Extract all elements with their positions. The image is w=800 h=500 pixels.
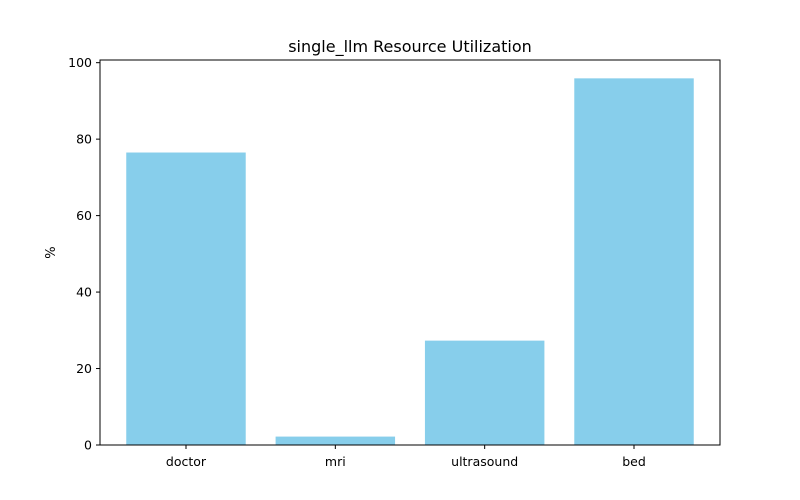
bar-ultrasound [424,340,545,445]
y-tick-label-60: 60 [76,208,92,223]
y-tick-label-40: 40 [76,285,92,300]
bars-group [126,78,694,446]
x-tick-label-bed: bed [622,454,646,469]
y-tick-label-20: 20 [76,361,92,376]
bar-bed [574,78,694,446]
plot-frame [99,59,721,446]
y-tick-label-0: 0 [84,438,92,453]
bar-doctor [126,152,246,445]
bar-mri [275,436,396,445]
x-tick-label-ultrasound: ultrasound [451,454,518,469]
x-tick-label-mri: mri [325,454,346,469]
y-axis: 0 20 40 60 80 100 [68,55,100,453]
y-tick-label-80: 80 [76,132,92,147]
x-axis: doctor mri ultrasound bed [166,445,646,469]
x-tick-label-doctor: doctor [166,454,207,469]
chart-title: single_llm Resource Utilization [288,37,532,57]
y-axis-label: % [44,246,59,258]
y-tick-label-100: 100 [68,55,92,70]
